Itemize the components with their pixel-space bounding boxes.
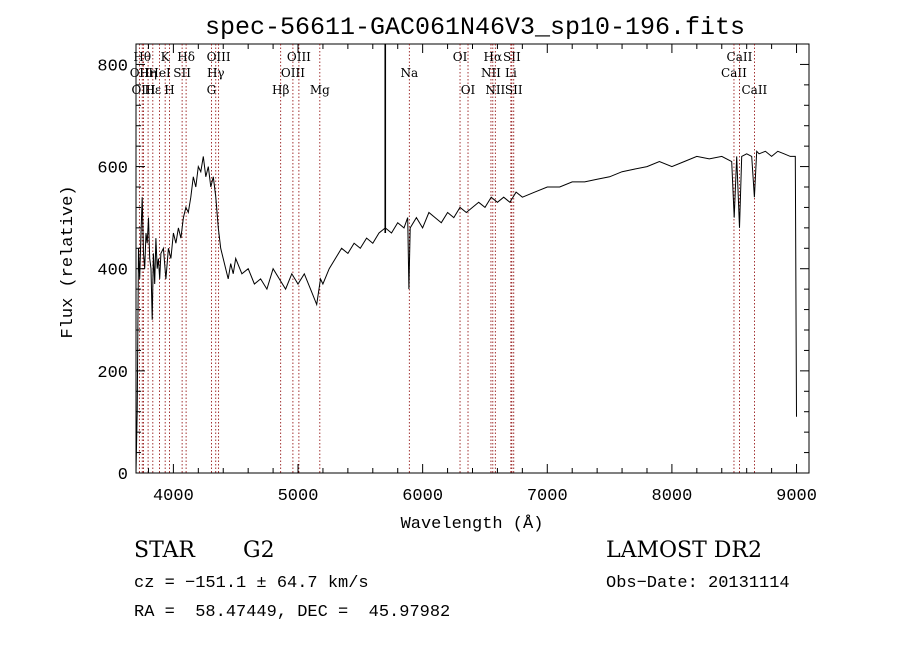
line-label: Hθ (133, 50, 151, 64)
x-tick-label: 5000 (278, 487, 319, 506)
line-label: NII (485, 83, 505, 97)
line-label: H (164, 83, 174, 97)
line-label: OIII (131, 83, 155, 97)
line-label: OIII (207, 50, 231, 64)
coordinates-text: RA = 58.47449, DEC = 45.97982 (134, 603, 451, 622)
emission-line-markers: OIIHθOIIIHηHεKHeIHSIIHδHγGOIIIHβOIIIOIII… (130, 44, 768, 473)
chart-title: spec-56611-GAC061N46V3_sp10-196.fits (205, 13, 745, 42)
line-label: CaII (721, 66, 747, 80)
axis-ticks: 4000 5000 6000 7000 8000 9000 0 200 400 600 800 (97, 43, 817, 506)
line-label: NII (481, 66, 501, 80)
x-tick-label: 4000 (153, 487, 194, 506)
line-label: CaII (741, 83, 767, 97)
line-label: Hε (144, 83, 161, 97)
spectrum-series (135, 150, 797, 474)
x-tick-label: 6000 (402, 487, 443, 506)
y-tick-label: 0 (118, 466, 128, 485)
obs-date-text: Obs−Date: 20131114 (606, 574, 790, 593)
x-tick-label: 8000 (652, 487, 693, 506)
y-tick-label: 400 (97, 262, 128, 281)
line-label: OIII (287, 50, 311, 64)
line-label: Mg (310, 83, 330, 97)
line-label: OIII (281, 66, 305, 80)
line-label: SII (173, 66, 191, 80)
line-label: SII (505, 83, 523, 97)
line-label: Na (400, 66, 418, 80)
line-label: Hβ (272, 83, 289, 97)
line-label: G (207, 83, 217, 97)
y-axis-label: Flux (relative) (59, 185, 78, 338)
line-label: HeI (148, 66, 171, 80)
x-axis-label: Wavelength (Å) (401, 515, 544, 534)
line-label: K (161, 50, 171, 64)
y-tick-label: 800 (97, 57, 128, 76)
y-tick-label: 200 (97, 364, 128, 383)
plot-frame (135, 43, 810, 474)
x-tick-label: 9000 (776, 487, 817, 506)
redshift-text: cz = −151.1 ± 64.7 km/s (134, 574, 369, 593)
line-label: Hα (484, 50, 503, 64)
y-tick-label: 600 (97, 160, 128, 179)
object-subclass: G2 (243, 538, 275, 563)
object-class: STAR (134, 538, 195, 563)
line-label: Hδ (177, 50, 195, 64)
spectrum-line (135, 150, 797, 474)
line-label: OI (461, 83, 476, 97)
x-tick-label: 7000 (527, 487, 568, 506)
line-label: Li (505, 66, 517, 80)
line-label: SII (503, 50, 521, 64)
survey-name: LAMOST DR2 (606, 538, 762, 563)
line-label: Hγ (207, 66, 225, 80)
line-label: OI (453, 50, 468, 64)
line-label: CaII (727, 50, 753, 64)
line-label: OII (130, 66, 150, 80)
